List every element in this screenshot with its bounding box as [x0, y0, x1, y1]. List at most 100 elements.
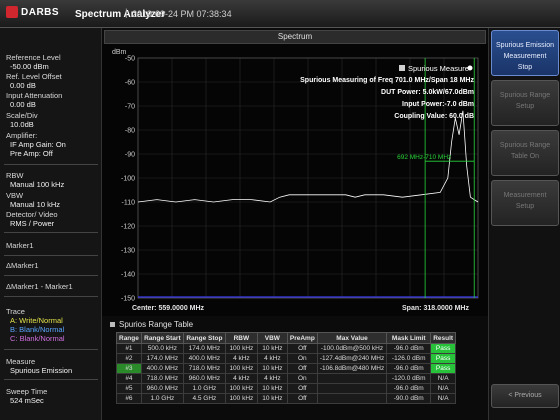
previous-button[interactable]: < Previous: [491, 384, 559, 408]
table-cell: #3: [116, 363, 142, 374]
table-cell: [316, 373, 388, 384]
y-tick-label: -70: [125, 104, 135, 111]
detector-label: Detector/ Video: [6, 210, 58, 219]
table-row[interactable]: #4 718.0 MHz 960.0 MHz 4 kHz 4 kHz On -120.0 d…: [116, 373, 457, 384]
table-cell: 400.0 MHz: [140, 363, 184, 374]
sweep-label: Sweep Time: [6, 387, 48, 396]
delta-marker1[interactable]: ΔMarker1: [6, 261, 39, 270]
table-cell: 718.0 MHz: [140, 373, 184, 384]
trace[interactable]: Trace A: Write/Normal B: Blank/Normal C:…: [6, 307, 65, 343]
table-cell: #2: [116, 353, 142, 364]
table-row[interactable]: #3 400.0 MHz 718.0 MHz 100 kHz 10 kHz Off -106…: [116, 363, 457, 374]
y-tick-label: -60: [125, 80, 135, 87]
detector[interactable]: Detector/ Video RMS / Power: [6, 210, 58, 228]
sweep-time[interactable]: Sweep Time 524 mSec: [6, 387, 47, 405]
chart-grid: [137, 57, 479, 299]
rbw-value: Manual 100 kHz: [10, 180, 65, 189]
y-tick-label: -100: [121, 176, 135, 183]
input-atten-label: Input Attenuation: [6, 91, 63, 100]
softkey-line: Measurement: [503, 192, 547, 199]
table-header-cell: Range Stop: [182, 332, 226, 344]
app-title: Spectrum Analyzer: [75, 9, 166, 20]
amplifier-label: Amplifier:: [6, 131, 38, 140]
vbw[interactable]: VBW Manual 10 kHz: [6, 191, 60, 209]
softkey-line: Spurious Emission: [496, 42, 554, 49]
rbw[interactable]: RBW Manual 100 kHz: [6, 171, 64, 189]
measure-box-icon: [399, 65, 405, 71]
trace-b-value: B: Blank/Normal: [10, 325, 65, 334]
measurement-setup-button[interactable]: Measurement Setup: [491, 180, 559, 226]
delta-marker[interactable]: 692 MHz-710 MHz: [397, 58, 475, 298]
table-cell: 174.0 MHz: [182, 343, 226, 354]
table-header-row: Range Range Start Range Stop RBW VBW PreAmp Ma…: [116, 332, 457, 344]
table-cell: 1.0 GHz: [140, 393, 184, 404]
if-amp-value: IF Amp Gain: On: [10, 140, 66, 149]
measure-value: Spurious Emission: [10, 366, 73, 375]
input-attenuation[interactable]: Input Attenuation 0.00 dB: [6, 91, 62, 109]
table-header-cell: VBW: [256, 332, 288, 344]
ref-level-value: -50.00 dBm: [10, 62, 49, 71]
divider: [4, 255, 98, 256]
table-cell: 500.0 kHz: [140, 343, 184, 354]
spurious-emission-stop-button[interactable]: Spurious Emission Measurement Stop: [491, 30, 559, 76]
table-row[interactable]: #2 174.0 MHz 400.0 MHz 4 kHz 4 kHz On -127.4dB…: [116, 353, 457, 364]
table-cell: 10 kHz: [256, 363, 288, 374]
sweep-value: 524 mSec: [10, 396, 44, 405]
reference-level[interactable]: Reference Level -50.00 dBm: [6, 53, 61, 71]
ref-level-label: Reference Level: [6, 53, 61, 62]
table-cell: On: [286, 353, 318, 364]
delta-marker-diff[interactable]: ΔMarker1 - Marker1: [6, 282, 73, 291]
table-header-cell: Mask Limit: [386, 332, 432, 344]
brand-logo-text: DARBS: [21, 7, 60, 18]
table-cell: 10 kHz: [256, 343, 288, 354]
softkey-line: Spurious Range: [499, 142, 551, 149]
table-cell: -96.0 dBm: [386, 343, 432, 354]
table-title: Spurios Range Table: [110, 320, 193, 329]
ref-level-offset[interactable]: Ref. Level Offset 0.00 dB: [6, 72, 62, 90]
spurious-range-table-button[interactable]: Spurious Range Table On: [491, 130, 559, 176]
marker1[interactable]: Marker1: [6, 241, 34, 250]
scale-div[interactable]: Scale/Div 10.0dB: [6, 111, 38, 129]
table-cell: -96.0 dBm: [386, 383, 432, 394]
trace-c-value: C: Blank/Normal: [10, 334, 65, 343]
spectrum-chart[interactable]: -50-60-70-80-90-100-110-120-130-140-150 …: [102, 44, 488, 316]
table-cell: -120.0 dBm: [386, 373, 432, 384]
table-cell: 100 kHz: [224, 393, 258, 404]
divider: [4, 275, 98, 276]
measure-annotation: Input Power:-7.0 dBm: [402, 101, 474, 108]
result-cell: Pass: [430, 363, 457, 374]
table-header-cell: Range: [116, 332, 142, 344]
y-tick-label: -120: [121, 224, 135, 231]
table-cell: 10 kHz: [256, 393, 288, 404]
y-tick-label: -130: [121, 248, 135, 255]
table-row[interactable]: #1 500.0 kHz 174.0 MHz 100 kHz 10 kHz Off -100…: [116, 343, 457, 354]
spurious-range-setup-button[interactable]: Spurious Range Setup: [491, 80, 559, 126]
softkey-line: Stop: [517, 64, 533, 71]
amplifier[interactable]: Amplifier: IF Amp Gain: On Pre Amp: Off: [6, 131, 66, 158]
table-cell: 960.0 MHz: [182, 373, 226, 384]
table-cell: On: [286, 373, 318, 384]
trace-label: Trace: [6, 307, 25, 316]
table-cell: 100 kHz: [224, 383, 258, 394]
measure-box-title: Spurious Measure: [408, 64, 469, 73]
table-title-text: Spurios Range Table: [119, 320, 194, 329]
table-cell: -126.0 dBm: [386, 353, 432, 364]
table-cell: #4: [116, 373, 142, 384]
result-cell: N/A: [430, 373, 457, 384]
measure-annotations: Spurious Measuring of Freq 701.0 MHz/Spa…: [300, 77, 474, 120]
table-cell: 100 kHz: [224, 363, 258, 374]
table-row[interactable]: #5 960.0 MHz 1.0 GHz 100 kHz 10 kHz Off -96.0 …: [116, 383, 457, 394]
measure[interactable]: Measure Spurious Emission: [6, 357, 72, 375]
y-tick-label: -80: [125, 128, 135, 135]
table-title-icon: [110, 322, 115, 328]
measure-annotation: Coupling Value: 60.0 dB: [394, 113, 474, 120]
table-header-cell: PreAmp: [286, 332, 318, 344]
table-cell: #1: [116, 343, 142, 354]
darbs-logo-icon: [6, 6, 18, 18]
divider: [4, 164, 98, 165]
rbw-label: RBW: [6, 171, 24, 180]
table-row[interactable]: #6 1.0 GHz 4.5 GHz 100 kHz 10 kHz Off -90.0 dB…: [116, 393, 457, 404]
status-dot-icon: [467, 65, 473, 71]
spurious-measure-box: Spurious Measure: [399, 64, 473, 73]
spectrum-trace: [137, 110, 479, 203]
